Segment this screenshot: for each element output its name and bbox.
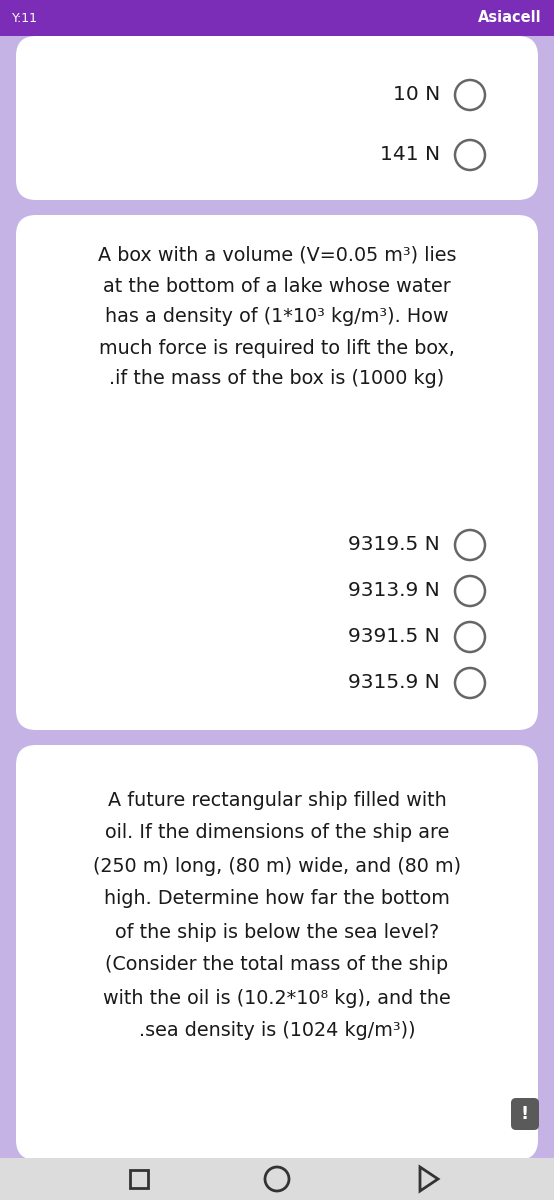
FancyBboxPatch shape	[511, 1098, 539, 1130]
Text: at the bottom of a lake whose water: at the bottom of a lake whose water	[103, 276, 451, 295]
Text: high. Determine how far the bottom: high. Determine how far the bottom	[104, 889, 450, 908]
FancyBboxPatch shape	[0, 1158, 554, 1200]
Text: (250 m) long, (80 m) wide, and (80 m): (250 m) long, (80 m) wide, and (80 m)	[93, 857, 461, 876]
Text: Y:11: Y:11	[12, 12, 38, 24]
Text: has a density of (1*10³ kg/m³). How: has a density of (1*10³ kg/m³). How	[105, 307, 449, 326]
Text: .sea density is (1024 kg/m³)): .sea density is (1024 kg/m³))	[138, 1021, 416, 1040]
Text: A future rectangular ship filled with: A future rectangular ship filled with	[107, 791, 447, 810]
FancyBboxPatch shape	[16, 215, 538, 730]
FancyBboxPatch shape	[16, 36, 538, 200]
Text: 9319.5 N: 9319.5 N	[348, 535, 440, 554]
Text: !: !	[521, 1105, 529, 1123]
Text: 141 N: 141 N	[380, 145, 440, 164]
Text: oil. If the dimensions of the ship are: oil. If the dimensions of the ship are	[105, 823, 449, 842]
Text: much force is required to lift the box,: much force is required to lift the box,	[99, 338, 455, 358]
Text: 9391.5 N: 9391.5 N	[348, 628, 440, 647]
FancyBboxPatch shape	[16, 745, 538, 1160]
FancyBboxPatch shape	[0, 0, 554, 36]
Text: 9313.9 N: 9313.9 N	[348, 582, 440, 600]
Text: of the ship is below the sea level?: of the ship is below the sea level?	[115, 923, 439, 942]
Text: Asiacell: Asiacell	[478, 11, 542, 25]
Text: with the oil is (10.2*10⁸ kg), and the: with the oil is (10.2*10⁸ kg), and the	[103, 989, 451, 1008]
Text: A box with a volume (V=0.05 m³) lies: A box with a volume (V=0.05 m³) lies	[98, 246, 456, 264]
Text: 10 N: 10 N	[393, 85, 440, 104]
Text: (Consider the total mass of the ship: (Consider the total mass of the ship	[105, 955, 449, 974]
Text: 9315.9 N: 9315.9 N	[348, 673, 440, 692]
Text: .if the mass of the box is (1000 kg): .if the mass of the box is (1000 kg)	[109, 370, 445, 389]
